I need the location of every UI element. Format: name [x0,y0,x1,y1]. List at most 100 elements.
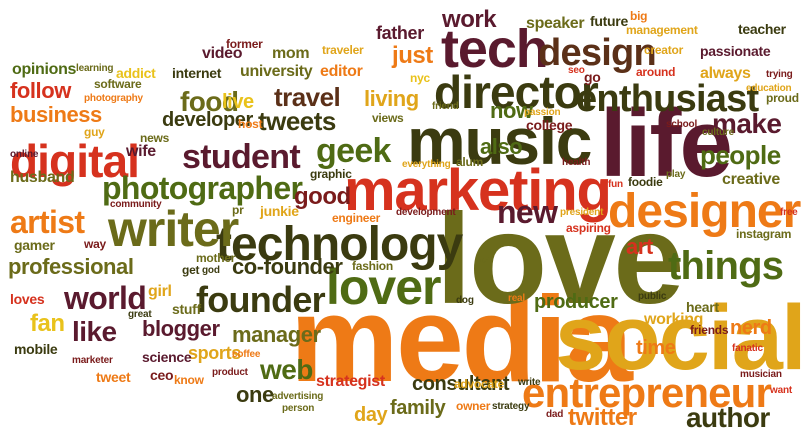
word-social: social [555,287,807,389]
word-web: web [260,354,313,385]
word-public: public [638,291,667,302]
word-photography: photography [84,93,143,104]
word-enthusiast: enthusiast [576,78,759,120]
word-tweets: tweets [258,106,336,136]
word-traveler: traveler [322,43,364,57]
word-new: new [497,194,558,230]
word-girl: girl [148,283,172,300]
word-opinions: opinions [12,61,77,78]
word-marketer: marketer [72,355,113,366]
word-school: school [666,119,698,130]
word-day: day [354,404,388,426]
word-tech: tech [441,19,549,79]
word-tv: tv [480,255,489,266]
word-coffee: coffee [232,349,261,360]
word-working: working [644,311,704,328]
word-world: world [64,280,147,316]
word-mother: mother [196,251,236,265]
word-great: great [128,309,152,320]
word-get: get [182,263,200,277]
word-professional: professional [8,254,134,279]
word-foodie: foodie [628,175,663,189]
word-things: things [668,244,784,288]
word-now: now [490,98,533,123]
word-passionate: passionate [700,43,771,59]
word-tweet: tweet [96,369,131,385]
word-former: former [226,37,263,51]
word-gamer: gamer [14,237,55,253]
word-education: education [746,83,792,94]
word-advertising: advertising [272,391,324,402]
word-friends: friends [690,323,729,337]
word-creative: creative [722,171,780,188]
word-friend: friend [432,101,459,112]
word-advocate: advocate [454,377,505,391]
word-make: make [712,108,782,139]
word-passion: passion [524,107,561,118]
word-culture: culture [702,127,734,138]
word-also: also [480,134,523,159]
word-food: food [180,86,239,117]
word-good: good [294,183,351,210]
word-time: time [636,337,676,359]
word-go: go [584,69,601,85]
word-student: student [182,138,301,176]
word-author: author [686,402,770,433]
word-speaker: speaker [526,15,585,32]
word-sports: sports [188,343,241,363]
word-like: like [72,316,117,347]
word-software: software [94,77,142,91]
word-nerd: nerd [730,317,772,339]
word-travel: travel [274,82,341,112]
word-founder: founder [196,279,326,320]
word-twitter: twitter [568,404,637,431]
word-fanatic: fanatic [732,343,763,354]
word-seo: seo [568,65,585,76]
word-strategist: strategist [316,373,385,390]
word-producer: producer [534,291,618,313]
word-editor: editor [320,63,363,80]
word-aspiring: aspiring [566,221,611,235]
word-loves: loves [10,291,45,307]
word-technology: technology [216,218,463,271]
word-co-founder: co-founder [232,254,343,279]
word-mom: mom [272,45,310,62]
word-online: online [10,149,39,160]
word-guy: guy [84,125,105,139]
word-musician: musician [740,369,782,380]
word-media: media [290,271,633,407]
word-photographer: photographer [102,170,303,206]
word-family: family [390,397,446,419]
word-husband: husband [10,169,75,186]
word-learning: learning [76,63,114,74]
word-art: art [626,234,653,259]
word-one: one [236,382,274,407]
word-development: development [396,207,456,218]
word-manager: manager [232,322,321,347]
word-fashion: fashion [352,259,393,273]
word-instagram: instagram [736,227,792,241]
word-follow: follow [10,78,71,103]
word-writer: writer [108,201,239,257]
word-blogger: blogger [142,316,220,341]
word-love: love [436,188,684,331]
word-design: design [538,32,657,74]
word-news: news [140,131,170,145]
word-always: always [700,65,751,82]
word-proud: proud [766,91,799,105]
word-big: big [630,9,648,23]
word-stuff: stuff [172,301,201,317]
word-consultant: consultant [412,373,510,395]
word-designer: designer [608,185,801,238]
word-dog: dog [456,295,474,306]
word-write: write [518,377,541,388]
word-pr: pr [232,203,244,217]
word-mobile: mobile [14,341,58,357]
word-graphic: graphic [310,167,352,181]
word-artist: artist [10,204,85,240]
word-person: person [282,403,315,414]
word-just: just [392,42,433,69]
word-real: real [508,293,525,304]
word-community: community [110,199,162,210]
